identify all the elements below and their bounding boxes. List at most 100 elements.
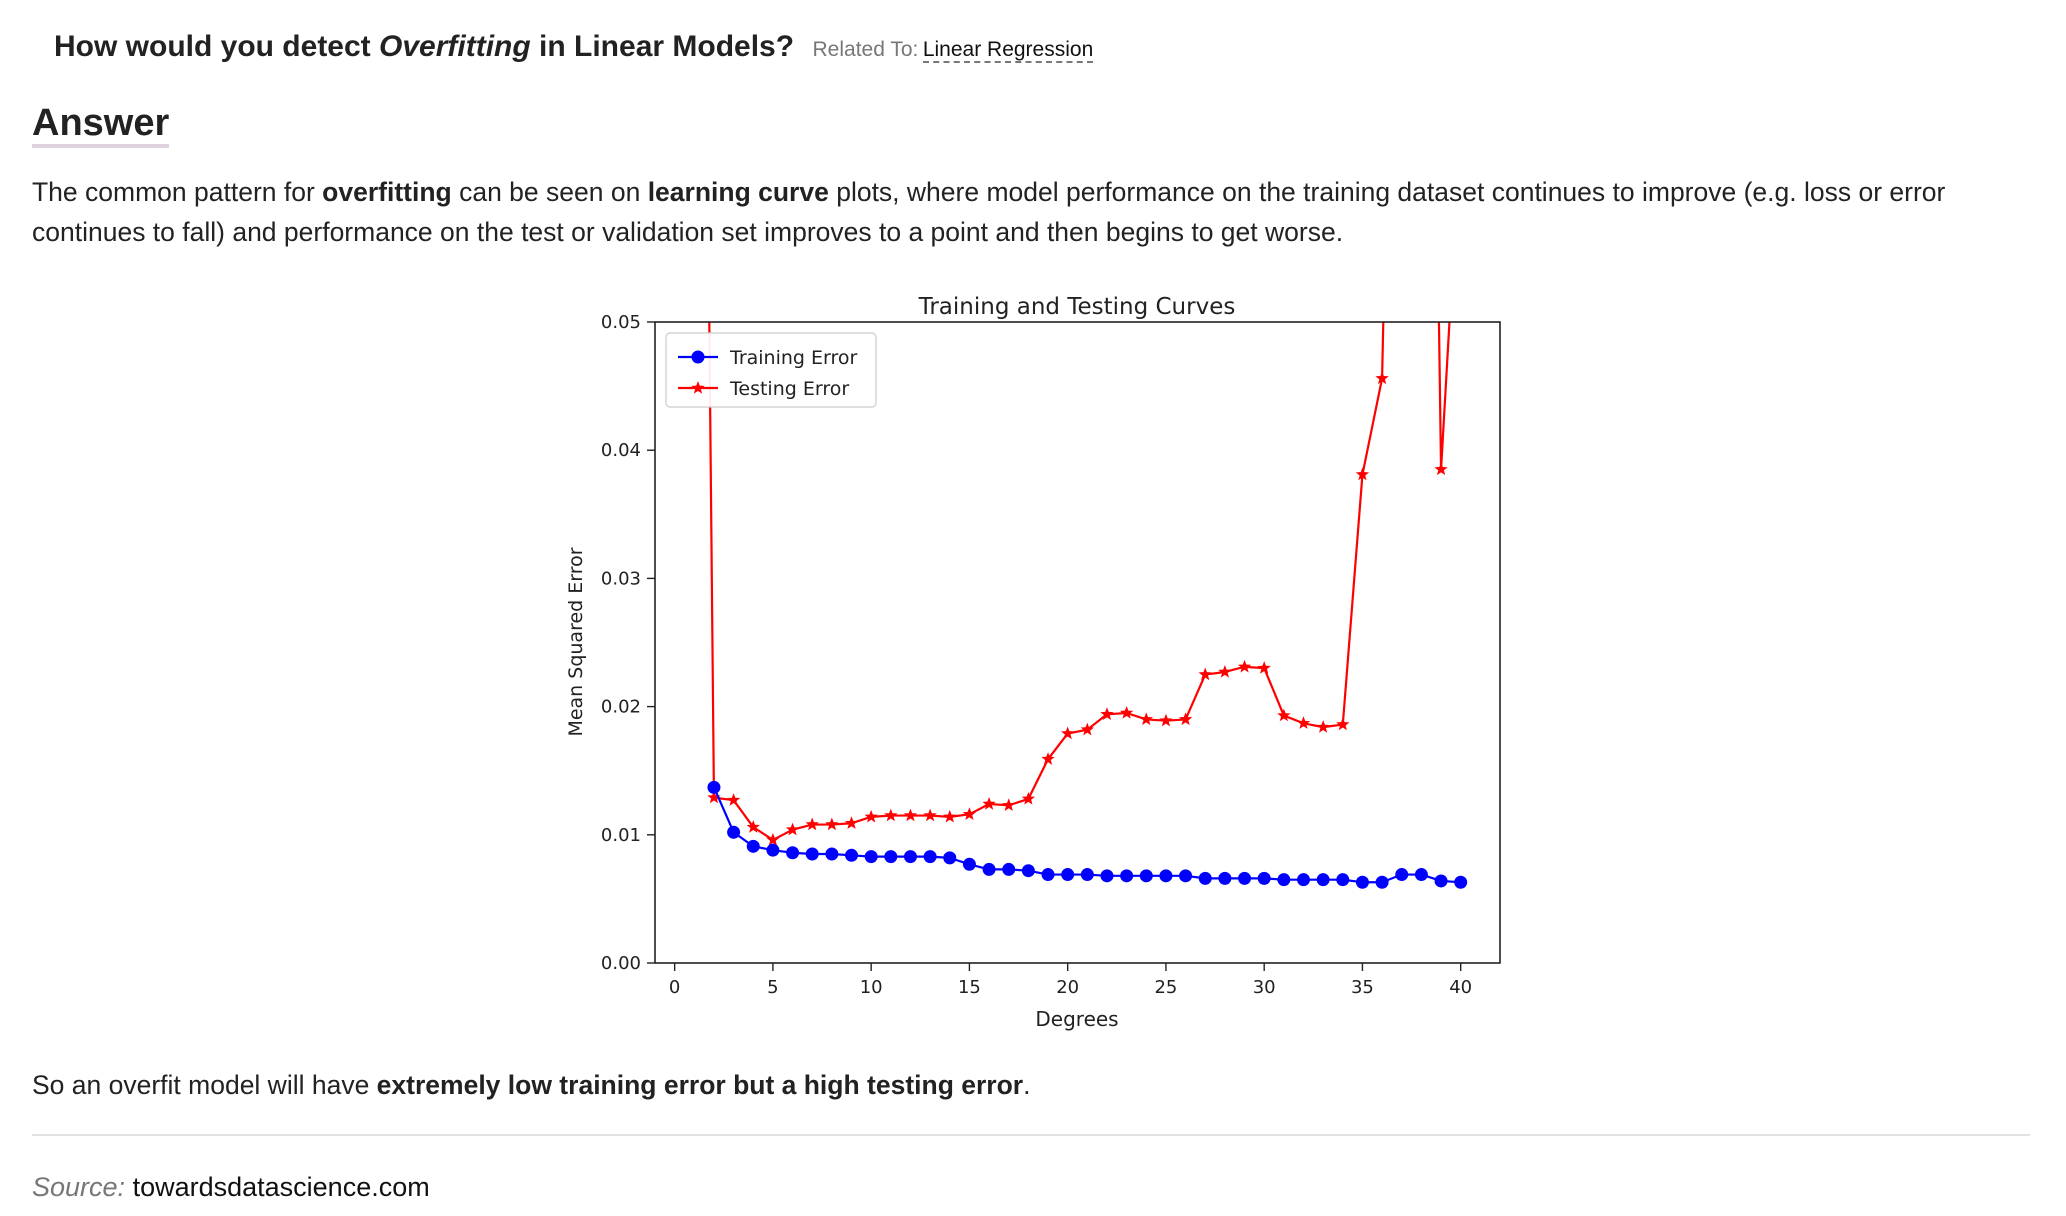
data-point xyxy=(1120,869,1134,883)
data-point xyxy=(1041,868,1055,882)
legend-box xyxy=(665,332,877,408)
data-point xyxy=(707,780,721,794)
data-point xyxy=(1139,712,1153,726)
data-point xyxy=(825,817,839,831)
y-tick-label: 0.05 xyxy=(601,312,641,333)
data-point xyxy=(1021,791,1036,805)
p2-part-a: So an overfit model will have xyxy=(32,1070,377,1100)
data-point xyxy=(1080,868,1094,882)
data-point xyxy=(1414,868,1428,882)
answer-heading: Answer xyxy=(32,102,170,148)
data-point xyxy=(1434,462,1448,476)
chart-y-axis-label: Mean Squared Error xyxy=(565,547,587,736)
data-point xyxy=(1277,873,1291,887)
data-point xyxy=(766,843,780,857)
data-point xyxy=(982,862,996,876)
data-point xyxy=(766,832,780,846)
data-point xyxy=(1375,875,1389,889)
series-line xyxy=(712,786,1461,884)
p1-bold-overfitting: overfitting xyxy=(322,177,452,207)
source-value: towardsdatascience.com xyxy=(132,1172,430,1202)
data-point xyxy=(923,808,937,822)
data-point xyxy=(1238,871,1252,885)
legend-marker xyxy=(691,381,705,394)
data-point xyxy=(1454,875,1468,889)
chart-x-axis-label: Degrees xyxy=(1035,1007,1118,1031)
legend-marker xyxy=(691,350,705,364)
divider xyxy=(32,1134,2030,1136)
axis-ticks: 0 5 10 15 20 25 30 35 40 0.00 0.01 0.02 0.03 0.04 0.05 xyxy=(601,312,1472,998)
data-point xyxy=(1179,869,1193,883)
question-title-prefix: How would you detect xyxy=(54,30,380,63)
related-to-label: Related To: xyxy=(812,38,919,61)
series-layer xyxy=(707,322,1468,889)
source-line: Source: towardsdatascience.com xyxy=(32,1172,430,1203)
p1-bold-learning-curve: learning curve xyxy=(647,177,829,207)
data-point xyxy=(1237,659,1252,673)
legend-label: Testing Error xyxy=(729,378,849,400)
y-tick-label: 0.01 xyxy=(601,825,641,846)
data-point xyxy=(1080,722,1094,736)
data-point xyxy=(1257,871,1271,885)
data-point xyxy=(982,797,996,810)
data-point xyxy=(962,857,976,871)
data-point xyxy=(903,850,917,864)
data-point xyxy=(1002,862,1016,876)
legend-label: Training Error xyxy=(729,347,858,369)
data-point xyxy=(1355,467,1370,481)
data-point xyxy=(1159,869,1173,883)
x-tick-label: 40 xyxy=(1449,977,1472,998)
data-point xyxy=(943,809,957,823)
data-point xyxy=(1375,371,1389,385)
data-point xyxy=(884,808,898,822)
data-point xyxy=(825,847,839,861)
data-point xyxy=(1061,726,1075,740)
data-point xyxy=(1316,720,1330,733)
y-tick-label: 0.02 xyxy=(601,697,641,718)
p2-part-c: . xyxy=(1023,1070,1031,1100)
data-point xyxy=(746,820,760,833)
data-point xyxy=(1198,667,1212,681)
answer-heading-text: Answer xyxy=(32,102,170,148)
data-point xyxy=(1159,713,1173,727)
data-point xyxy=(1100,869,1114,883)
data-point xyxy=(785,822,800,836)
chart-legend: Training Error Testing Error xyxy=(665,332,877,408)
chart-title: Training and Testing Curves xyxy=(918,294,1236,320)
data-point xyxy=(1434,874,1448,888)
conclusion-paragraph: So an overfit model will have extremely … xyxy=(32,1070,1030,1101)
data-point xyxy=(864,850,878,864)
data-point xyxy=(1355,875,1369,889)
data-point xyxy=(746,839,760,853)
data-point xyxy=(1336,873,1350,887)
data-point xyxy=(884,850,898,864)
plot-frame xyxy=(654,321,1501,964)
chart-svg: Training and Testing Curves Mean Squared… xyxy=(565,294,1501,1031)
x-tick-label: 0 xyxy=(669,977,680,998)
data-point xyxy=(1218,871,1232,885)
data-point xyxy=(1198,871,1212,885)
data-point xyxy=(1218,664,1232,678)
data-point xyxy=(845,848,859,862)
related-topic-link[interactable]: Linear Regression xyxy=(922,38,1094,63)
data-point xyxy=(1139,869,1153,883)
data-point xyxy=(923,850,937,864)
source-label: Source: xyxy=(32,1172,126,1202)
data-point xyxy=(726,793,741,806)
data-point xyxy=(805,847,819,861)
data-point xyxy=(962,807,977,820)
series-training xyxy=(707,780,1468,889)
p1-part-e: plots, where model performance on the tr… xyxy=(32,177,1946,247)
data-point xyxy=(1296,873,1310,887)
x-tick-label: 20 xyxy=(1056,977,1079,998)
p1-part-c: can be seen on xyxy=(451,177,648,207)
data-point xyxy=(805,817,819,831)
question-title-emphasis: Overfitting xyxy=(379,30,531,63)
data-point xyxy=(1061,868,1075,882)
data-point xyxy=(1021,864,1035,878)
y-tick-label: 0.04 xyxy=(601,440,641,461)
data-point xyxy=(727,825,741,839)
y-tick-label: 0.00 xyxy=(601,953,641,974)
data-point xyxy=(1100,707,1114,720)
data-point xyxy=(1002,798,1016,811)
